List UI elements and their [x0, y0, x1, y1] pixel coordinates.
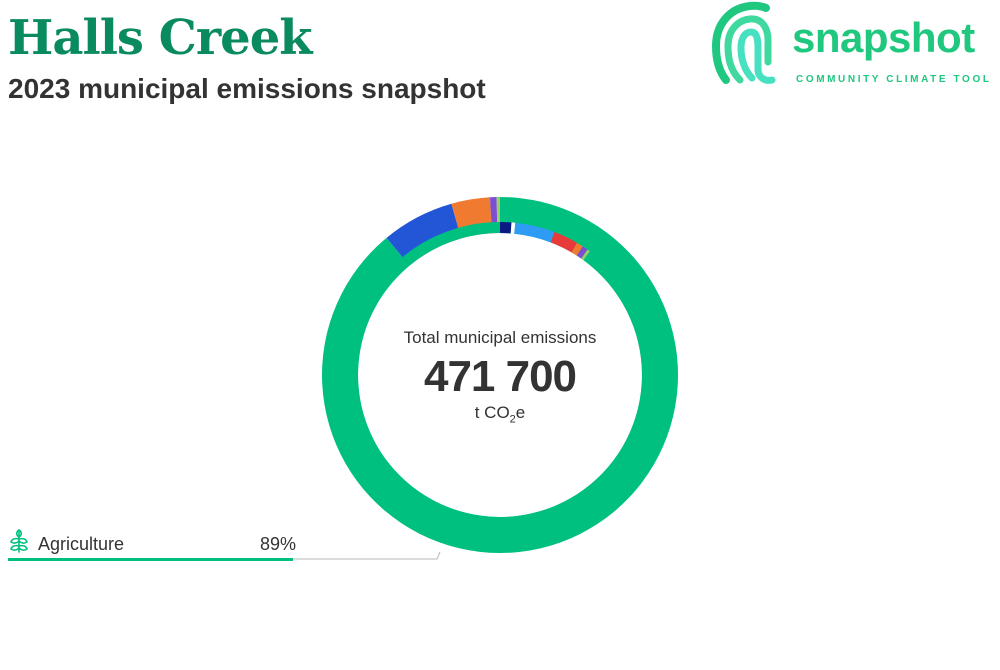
inner-ring-segment-6[interactable] [581, 249, 590, 261]
page-title: Halls Creek [8, 10, 312, 66]
legend-percent-agriculture: 89% [260, 534, 297, 554]
legend-label-agriculture: Agriculture [38, 534, 125, 554]
logo-wordmark: snapshot [792, 14, 975, 61]
wheat-icon [10, 529, 28, 553]
total-emissions-value: 471 700 [423, 352, 577, 401]
outer-ring-segment-1[interactable] [386, 203, 462, 266]
donut-segments [322, 197, 679, 553]
emissions-unit: t CO2e [474, 403, 526, 426]
inner-ring-segment-1[interactable] [510, 222, 516, 234]
center-caption: Total municipal emissions [403, 328, 597, 347]
logo-tagline: COMMUNITY CLIMATE TOOL [796, 74, 992, 85]
snapshot-logo[interactable]: snapshot COMMUNITY CLIMATE TOOL [712, 0, 1000, 90]
inner-ring-segment-4[interactable] [571, 242, 583, 256]
inner-ring-segment-2[interactable] [514, 222, 555, 243]
legend-item-agriculture[interactable]: Agriculture 89% [8, 526, 440, 566]
inner-ring-segment-0[interactable] [500, 222, 512, 234]
legend-bar-agriculture [8, 558, 293, 561]
inner-ring-segment-5[interactable] [576, 246, 588, 259]
page-subtitle: 2023 municipal emissions snapshot [8, 73, 486, 104]
inner-ring-segment-3[interactable] [550, 232, 578, 253]
fingerprint-icon [712, 1, 776, 84]
agriculture-leader-line [293, 551, 441, 560]
